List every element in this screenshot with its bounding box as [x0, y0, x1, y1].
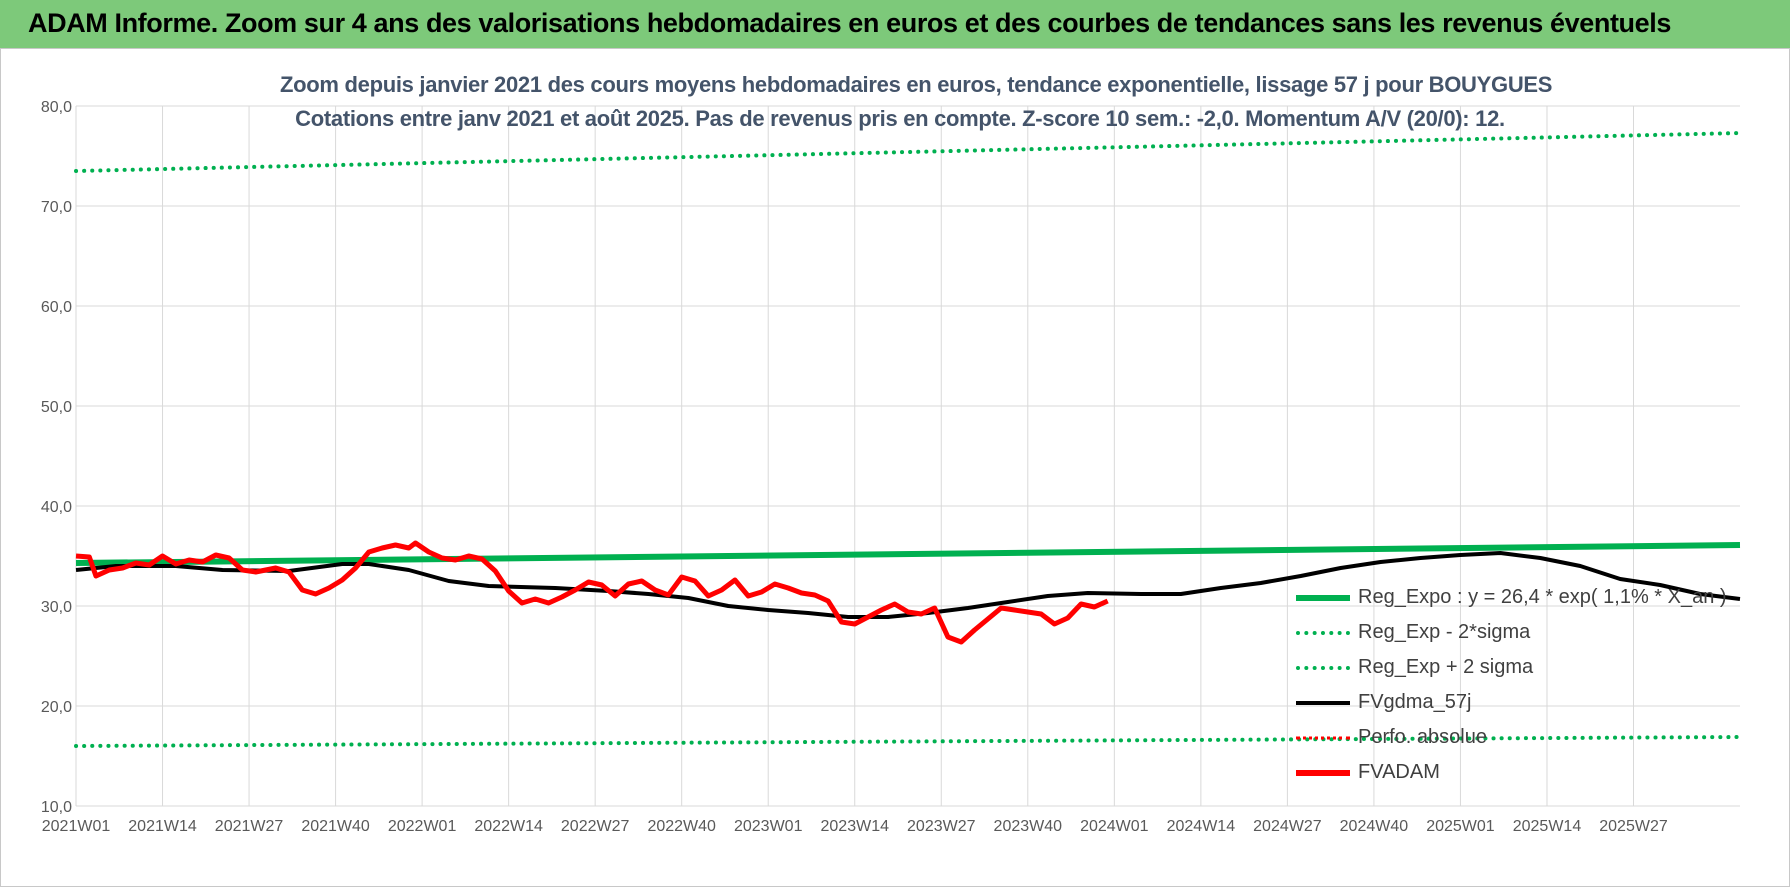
legend-item: Reg_Exp - 2*sigma [1296, 615, 1727, 650]
legend-item: FVADAM [1296, 755, 1727, 790]
legend-item: Perfo. absolue [1296, 720, 1727, 755]
x-tick-label: 2022W01 [388, 818, 457, 835]
y-tick-label: 30,0 [41, 599, 72, 616]
x-tick-label: 2023W40 [994, 818, 1063, 835]
legend-swatch [1296, 696, 1350, 710]
x-tick-label: 2023W01 [734, 818, 803, 835]
x-tick-label: 2021W27 [215, 818, 284, 835]
header-bar: ADAM Informe. Zoom sur 4 ans des valoris… [0, 0, 1790, 49]
legend-swatch [1296, 766, 1350, 780]
x-tick-label: 2024W01 [1080, 818, 1149, 835]
y-tick-label: 10,0 [41, 799, 72, 816]
x-tick-label: 2022W14 [474, 818, 543, 835]
x-tick-label: 2025W27 [1599, 818, 1668, 835]
x-tick-label: 2024W14 [1167, 818, 1236, 835]
x-tick-label: 2021W40 [301, 818, 370, 835]
y-tick-label: 40,0 [41, 499, 72, 516]
chart-title-line-1: Zoom depuis janvier 2021 des cours moyen… [280, 72, 1553, 97]
legend-label: Reg_Expo : y = 26,4 * exp( 1,1% * X_an ) [1358, 586, 1727, 608]
x-tick-label: 2021W01 [42, 818, 111, 835]
legend-label: Perfo. absolue [1358, 726, 1487, 748]
chart-legend: Reg_Expo : y = 26,4 * exp( 1,1% * X_an )… [1296, 580, 1727, 790]
legend-swatch [1296, 591, 1350, 605]
page-title: ADAM Informe. Zoom sur 4 ans des valoris… [28, 8, 1671, 38]
x-tick-label: 2025W01 [1426, 818, 1495, 835]
x-tick-label: 2024W27 [1253, 818, 1322, 835]
x-tick-label: 2023W27 [907, 818, 976, 835]
series-line-2 [74, 131, 1742, 173]
y-tick-label: 70,0 [41, 199, 72, 216]
legend-swatch [1296, 661, 1350, 675]
series-line-5 [75, 540, 1109, 645]
x-tick-label: 2023W14 [821, 818, 890, 835]
x-tick-label: 2024W40 [1340, 818, 1409, 835]
chart-title-line-2: Cotations entre janv 2021 et août 2025. … [295, 106, 1505, 131]
x-tick-label: 2025W14 [1513, 818, 1582, 835]
legend-item: Reg_Expo : y = 26,4 * exp( 1,1% * X_an ) [1296, 580, 1727, 615]
legend-label: FVADAM [1358, 761, 1440, 783]
x-tick-label: 2022W27 [561, 818, 630, 835]
legend-item: Reg_Exp + 2 sigma [1296, 650, 1727, 685]
legend-label: Reg_Exp + 2 sigma [1358, 656, 1534, 678]
y-tick-label: 60,0 [41, 299, 72, 316]
legend-label: Reg_Exp - 2*sigma [1358, 621, 1531, 643]
legend-swatch [1296, 626, 1350, 640]
x-tick-label: 2021W14 [128, 818, 197, 835]
legend-item: FVgdma_57j [1296, 685, 1727, 720]
legend-label: FVgdma_57j [1358, 691, 1472, 713]
series-line-3 [75, 551, 1741, 619]
legend-swatch [1296, 731, 1350, 745]
y-tick-label: 80,0 [41, 99, 72, 116]
series-line-1 [74, 735, 1742, 748]
y-tick-label: 50,0 [41, 399, 72, 416]
y-tick-label: 20,0 [41, 699, 72, 716]
series-line-0 [75, 542, 1741, 566]
x-tick-label: 2022W40 [647, 818, 716, 835]
